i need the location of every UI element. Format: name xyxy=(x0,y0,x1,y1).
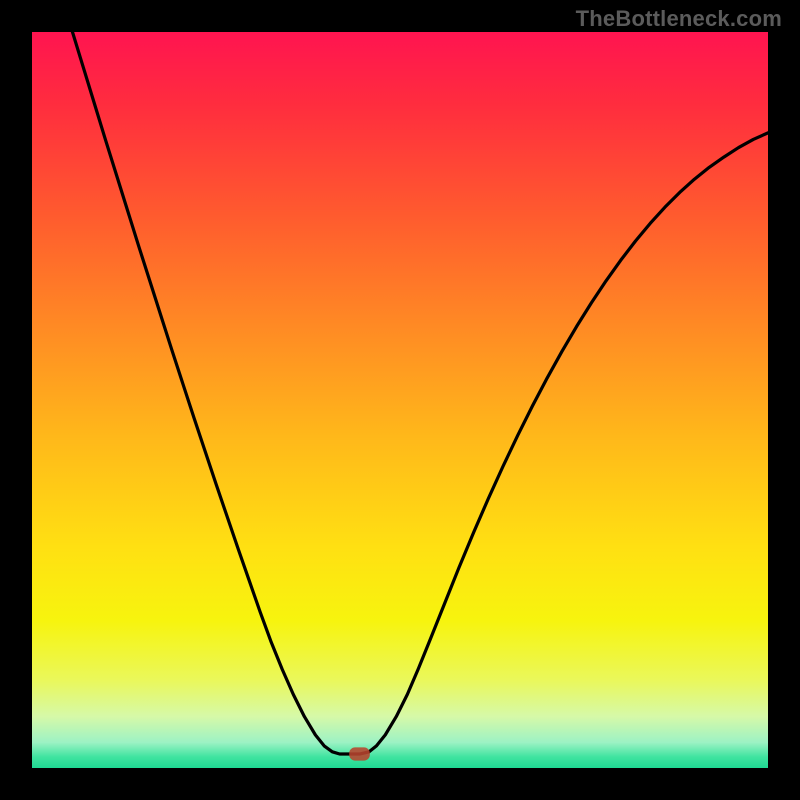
plot-svg xyxy=(32,32,768,768)
optimum-marker xyxy=(349,747,370,760)
gradient-background xyxy=(32,32,768,768)
chart-container: TheBottleneck.com xyxy=(0,0,800,800)
plot-area xyxy=(32,32,768,768)
watermark-text: TheBottleneck.com xyxy=(576,6,782,32)
